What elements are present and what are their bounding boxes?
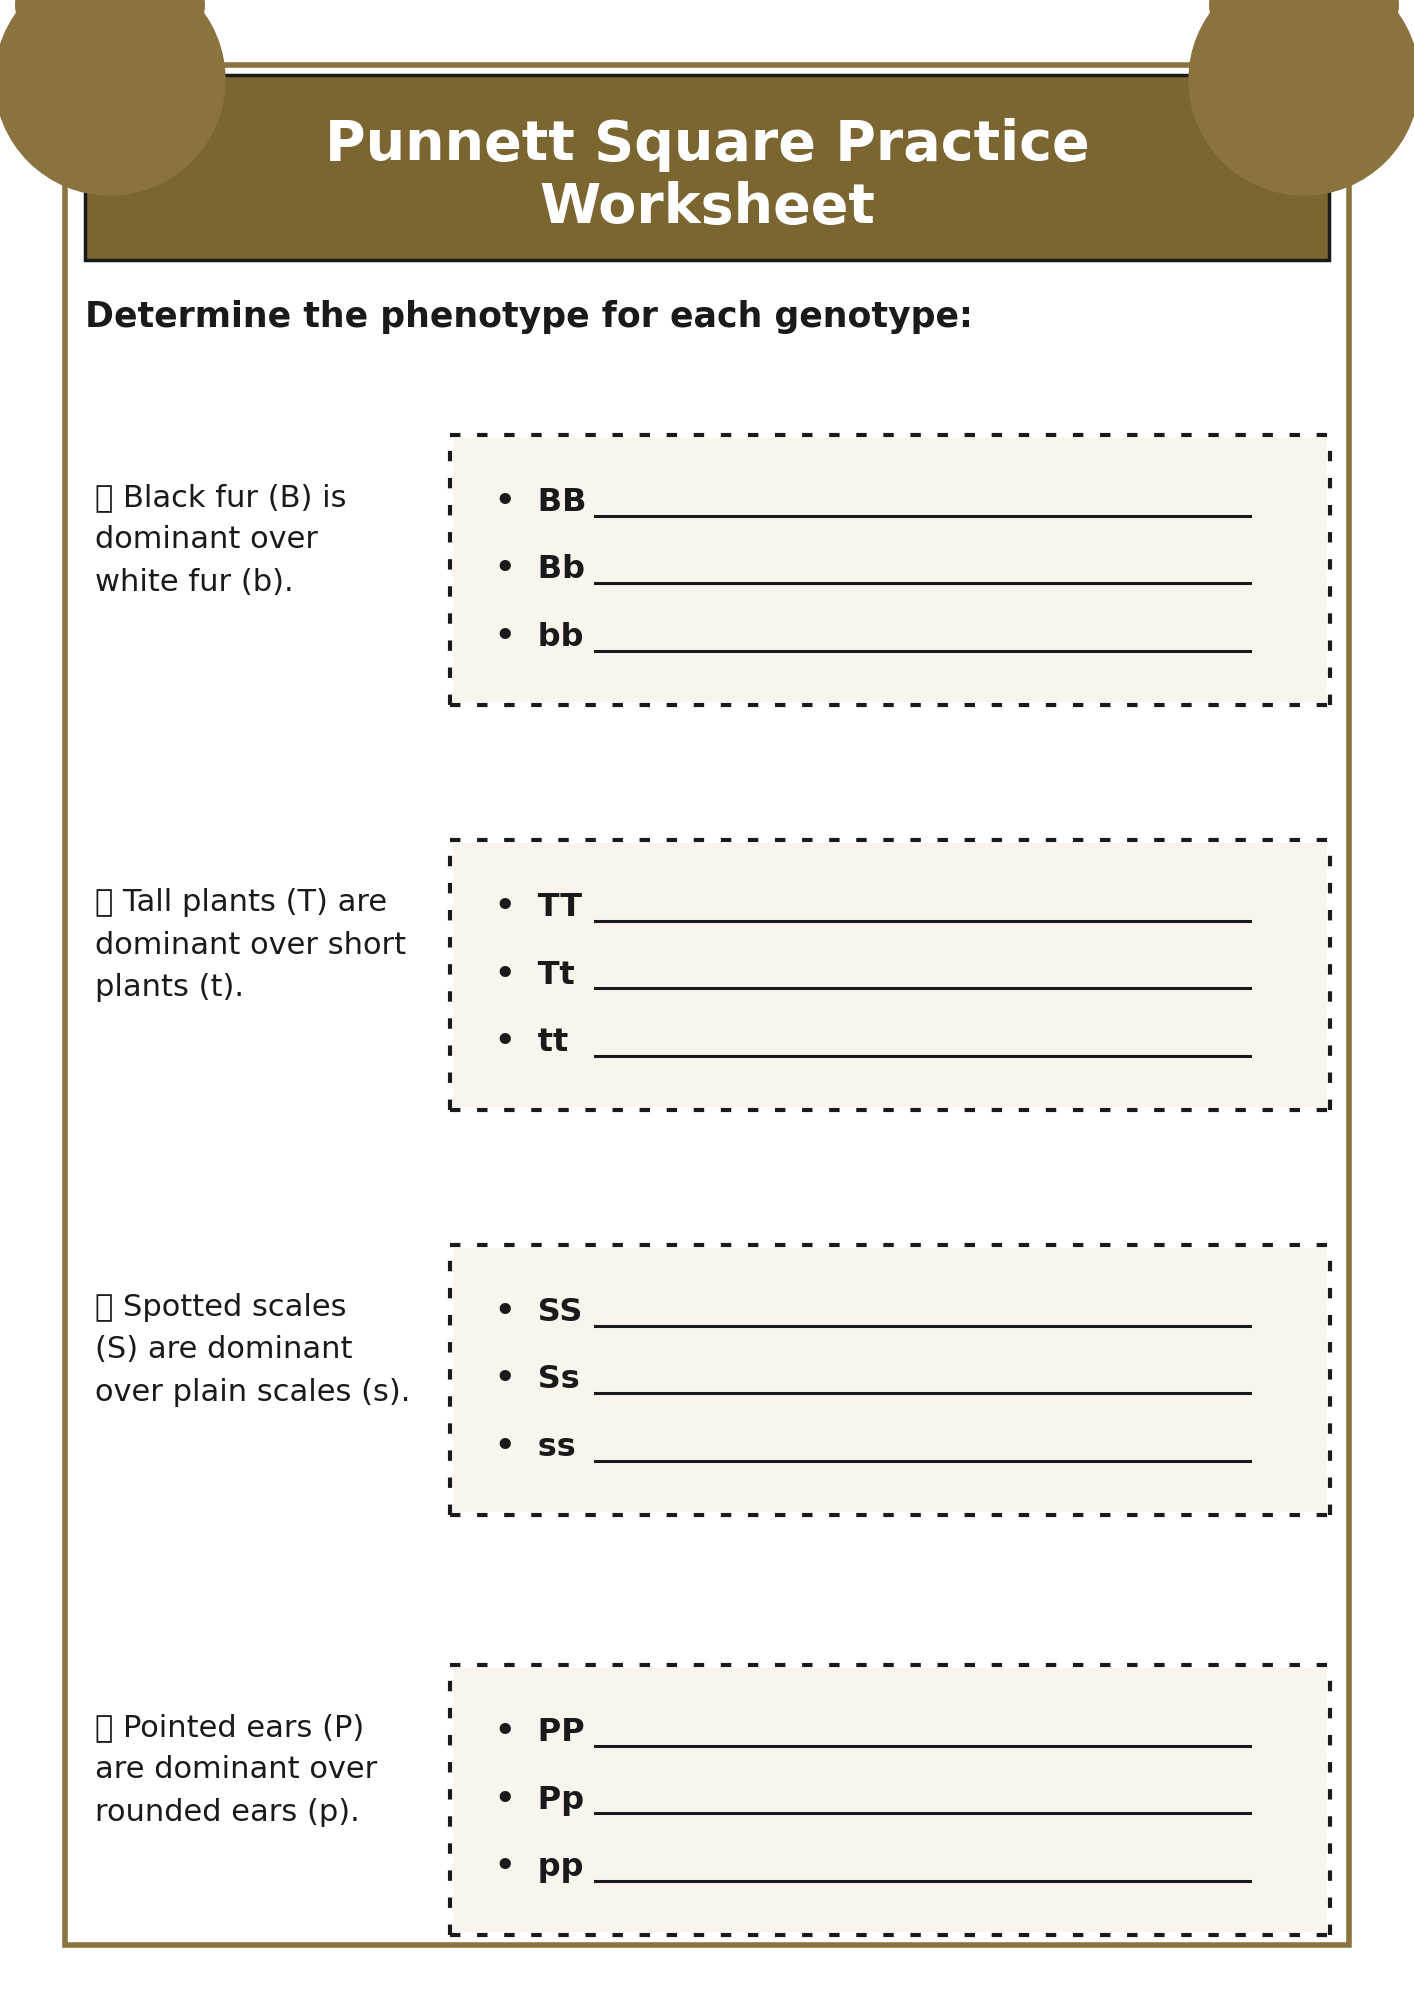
- Text: •  tt: • tt: [495, 1028, 568, 1058]
- Text: Punnett Square Practice: Punnett Square Practice: [325, 118, 1089, 172]
- Text: Determine the phenotype for each genotype:: Determine the phenotype for each genotyp…: [85, 300, 973, 334]
- FancyBboxPatch shape: [85, 74, 1329, 260]
- Text: •  Pp: • Pp: [495, 1784, 584, 1816]
- Circle shape: [75, 0, 144, 20]
- FancyBboxPatch shape: [452, 844, 1326, 1108]
- Circle shape: [1329, 0, 1398, 40]
- Text: •  pp: • pp: [495, 1852, 584, 1884]
- Text: •  TT: • TT: [495, 892, 583, 924]
- Circle shape: [136, 0, 204, 40]
- Circle shape: [1210, 0, 1278, 40]
- Text: •  PP: • PP: [495, 1716, 585, 1748]
- Text: •  BB: • BB: [495, 486, 587, 518]
- Text: •  Bb: • Bb: [495, 554, 585, 586]
- Text: 🐠 Spotted scales
(S) are dominant
over plain scales (s).: 🐠 Spotted scales (S) are dominant over p…: [95, 1292, 410, 1408]
- Text: •  SS: • SS: [495, 1296, 583, 1328]
- Text: Worksheet: Worksheet: [539, 182, 875, 236]
- Text: 🐾 Black fur (B) is
dominant over
white fur (b).: 🐾 Black fur (B) is dominant over white f…: [95, 482, 346, 598]
- Text: •  bb: • bb: [495, 622, 584, 652]
- Circle shape: [1270, 0, 1339, 20]
- Text: •  Tt: • Tt: [495, 960, 574, 990]
- Circle shape: [1189, 0, 1414, 196]
- Circle shape: [0, 0, 225, 196]
- Text: 🌽 Tall plants (T) are
dominant over short
plants (t).: 🌽 Tall plants (T) are dominant over shor…: [95, 888, 406, 1002]
- FancyBboxPatch shape: [65, 64, 1349, 1944]
- Circle shape: [16, 0, 85, 40]
- Text: •  ss: • ss: [495, 1432, 575, 1464]
- FancyBboxPatch shape: [452, 438, 1326, 702]
- Text: •  Ss: • Ss: [495, 1364, 580, 1396]
- FancyBboxPatch shape: [452, 1668, 1326, 1932]
- Text: 👂 Pointed ears (P)
are dominant over
rounded ears (p).: 👂 Pointed ears (P) are dominant over rou…: [95, 1712, 378, 1828]
- FancyBboxPatch shape: [452, 1248, 1326, 1512]
